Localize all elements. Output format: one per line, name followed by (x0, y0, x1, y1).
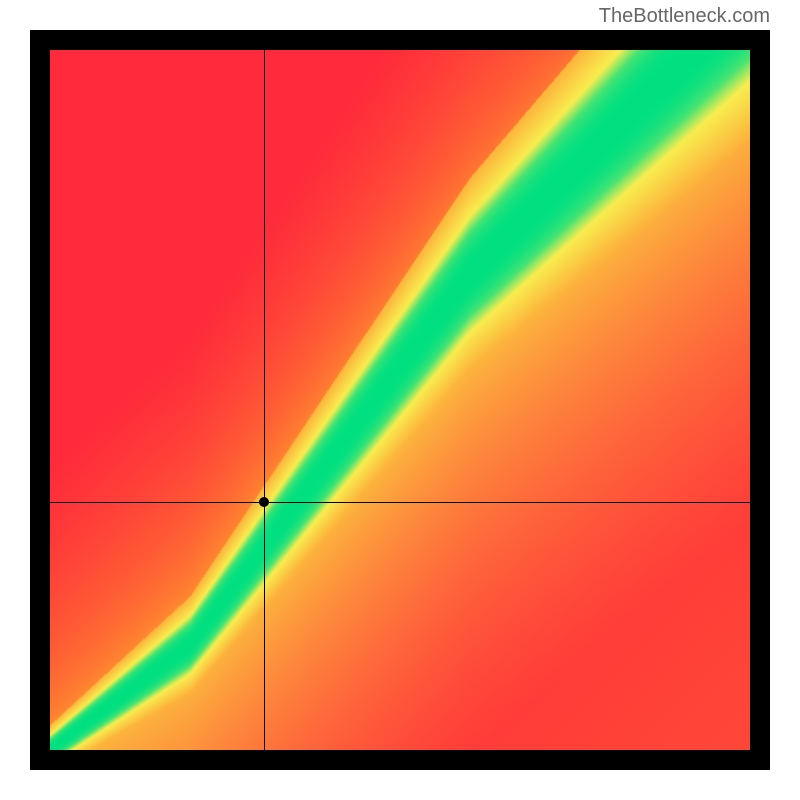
crosshair-horizontal (50, 502, 750, 503)
heatmap-plot (50, 50, 750, 750)
crosshair-vertical (264, 50, 265, 750)
heatmap-canvas (50, 50, 750, 750)
crosshair-marker (259, 497, 269, 507)
watermark-text: TheBottleneck.com (599, 5, 770, 28)
chart-frame (30, 30, 770, 770)
